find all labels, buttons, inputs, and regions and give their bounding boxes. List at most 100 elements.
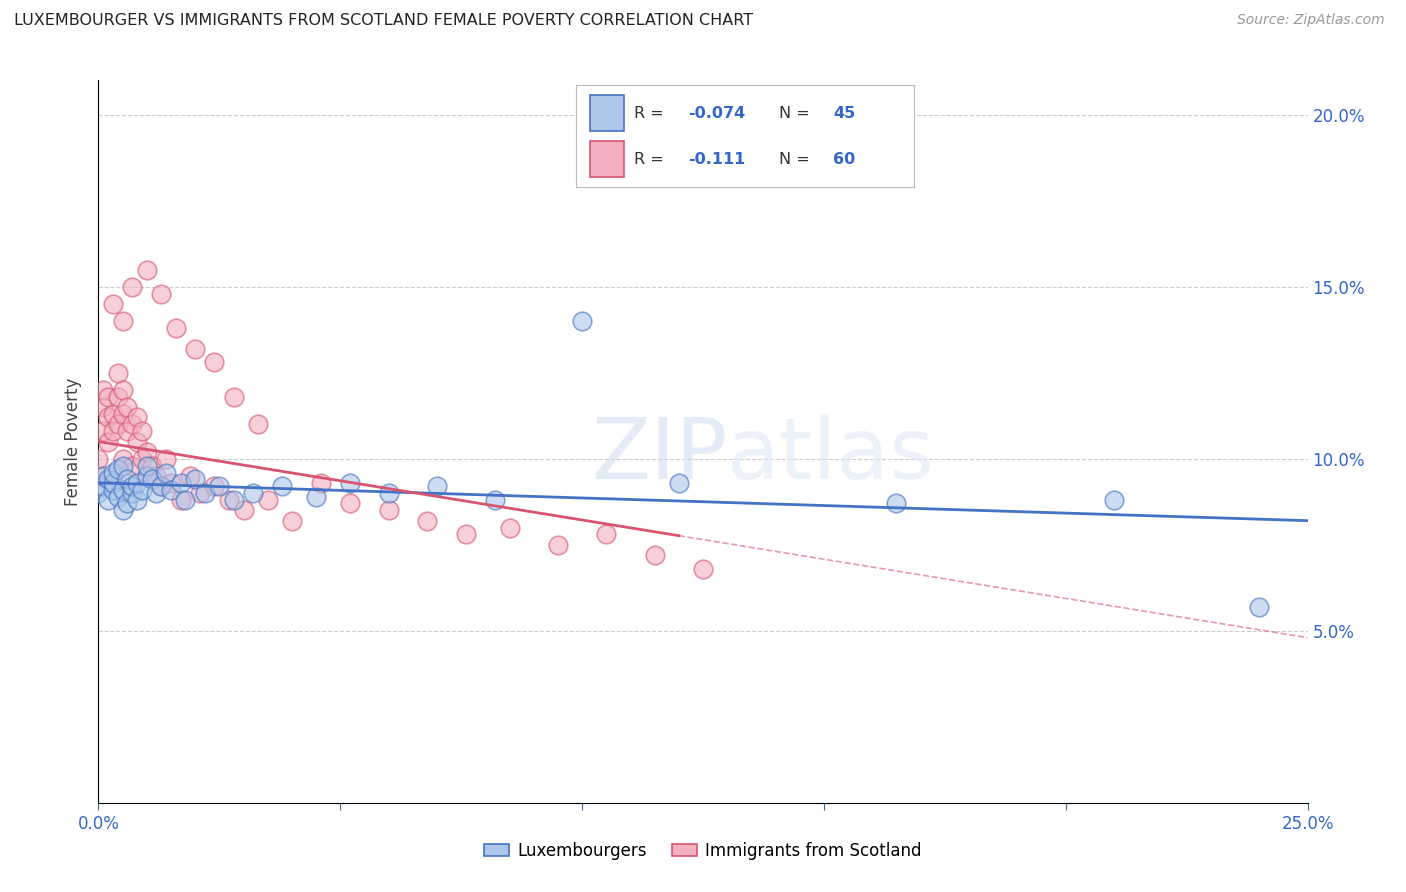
Point	[218, 493, 240, 508]
Point	[668, 475, 690, 490]
Point	[121, 417, 143, 432]
Point	[135, 445, 157, 459]
Point	[222, 390, 245, 404]
Point	[87, 469, 110, 483]
Point	[101, 407, 124, 421]
Point	[155, 451, 177, 466]
Point	[169, 493, 191, 508]
Point	[127, 475, 149, 490]
Point	[91, 400, 114, 414]
Point	[117, 472, 139, 486]
Text: N =: N =	[779, 106, 815, 121]
Point	[256, 493, 278, 508]
Point	[107, 490, 129, 504]
Point	[131, 483, 153, 497]
Point	[121, 279, 143, 293]
Point	[247, 417, 270, 432]
Text: LUXEMBOURGER VS IMMIGRANTS FROM SCOTLAND FEMALE POVERTY CORRELATION CHART: LUXEMBOURGER VS IMMIGRANTS FROM SCOTLAND…	[14, 13, 754, 29]
Point	[454, 527, 477, 541]
Text: R =: R =	[634, 153, 669, 167]
Point	[179, 469, 201, 483]
Point	[87, 486, 110, 500]
Point	[107, 366, 129, 380]
Y-axis label: Female Poverty: Female Poverty	[65, 377, 83, 506]
Point	[117, 424, 139, 438]
Point	[111, 407, 134, 421]
Point	[595, 527, 617, 541]
Point	[377, 503, 399, 517]
Point	[484, 493, 506, 508]
Point	[91, 469, 114, 483]
Point	[188, 486, 211, 500]
Point	[204, 355, 226, 369]
Point	[127, 493, 149, 508]
Point	[150, 479, 173, 493]
Point	[97, 410, 120, 425]
FancyBboxPatch shape	[591, 141, 624, 177]
Point	[498, 520, 520, 534]
Point	[121, 479, 143, 493]
Point	[101, 475, 124, 490]
Point	[91, 479, 114, 493]
Point	[1249, 599, 1271, 614]
Point	[127, 410, 149, 425]
Point	[339, 496, 361, 510]
Point	[101, 466, 124, 480]
Point	[121, 458, 143, 473]
Text: R =: R =	[634, 106, 669, 121]
Point	[97, 390, 120, 404]
Point	[194, 486, 217, 500]
Point	[135, 469, 157, 483]
Point	[135, 458, 157, 473]
Point	[426, 479, 449, 493]
Point	[571, 314, 593, 328]
Point	[150, 479, 173, 493]
Point	[145, 486, 167, 500]
Point	[131, 424, 153, 438]
Point	[208, 479, 231, 493]
Point	[150, 286, 173, 301]
Point	[160, 475, 183, 490]
Point	[131, 451, 153, 466]
Point	[107, 462, 129, 476]
Point	[160, 483, 183, 497]
Point	[204, 479, 226, 493]
Point	[111, 314, 134, 328]
Point	[305, 490, 328, 504]
Point	[141, 458, 163, 473]
Point	[242, 486, 264, 500]
Point	[644, 548, 666, 562]
Point	[91, 424, 114, 438]
Point	[155, 466, 177, 480]
Point	[547, 538, 569, 552]
Text: -0.111: -0.111	[688, 153, 745, 167]
Point	[165, 321, 187, 335]
Point	[222, 493, 245, 508]
Point	[232, 503, 254, 517]
Point	[271, 479, 294, 493]
Point	[97, 472, 120, 486]
Point	[127, 434, 149, 449]
Point	[416, 514, 439, 528]
Point	[97, 493, 120, 508]
Point	[87, 451, 110, 466]
Point	[101, 424, 124, 438]
Text: N =: N =	[779, 153, 815, 167]
Point	[174, 493, 197, 508]
Point	[145, 469, 167, 483]
Point	[111, 483, 134, 497]
Point	[184, 342, 207, 356]
Point	[121, 486, 143, 500]
Point	[111, 458, 134, 473]
Point	[281, 514, 304, 528]
Text: ZIP: ZIP	[591, 415, 727, 498]
Point	[377, 486, 399, 500]
Text: 60: 60	[832, 153, 855, 167]
Point	[91, 383, 114, 397]
Point	[184, 472, 207, 486]
Point	[107, 417, 129, 432]
Point	[339, 475, 361, 490]
Point	[309, 475, 332, 490]
Point	[111, 503, 134, 517]
Point	[1102, 493, 1125, 508]
